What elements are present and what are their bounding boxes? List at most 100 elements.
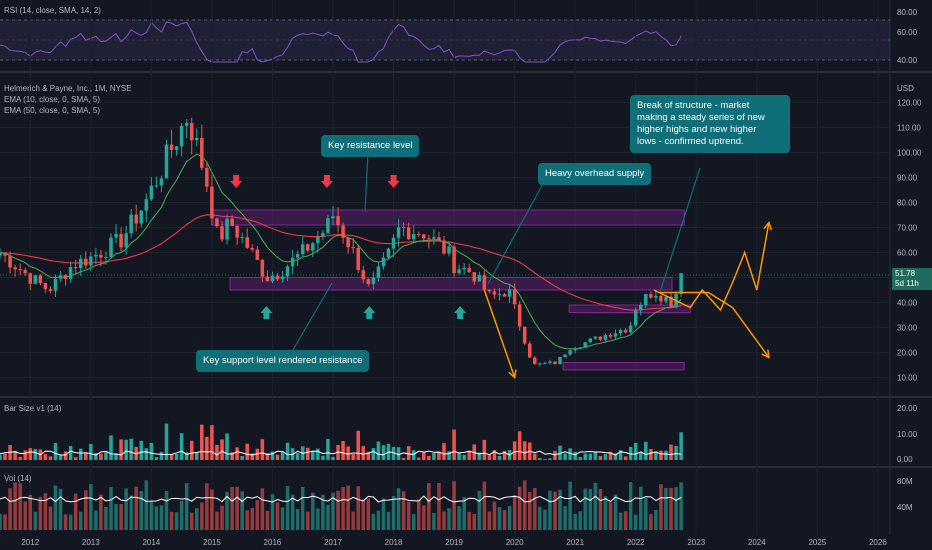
volume-bar xyxy=(351,511,355,530)
volume-bar xyxy=(270,494,275,530)
candle-body xyxy=(553,361,557,364)
volume-bar xyxy=(159,505,164,530)
volume-bar xyxy=(306,511,310,530)
barsize-bar xyxy=(416,457,421,460)
candle-body xyxy=(73,267,78,269)
price-tick-label: 80.00 xyxy=(897,199,918,208)
candle-body xyxy=(159,178,164,186)
zone-lower-support xyxy=(568,304,691,313)
volume-bar xyxy=(512,494,517,530)
volume-bar xyxy=(250,507,255,530)
last-price-tag: 51.78 5d 11h xyxy=(892,268,932,290)
volume-bar xyxy=(522,480,527,530)
volume-bar xyxy=(189,512,194,530)
volume-bar xyxy=(628,482,633,530)
barsize-bar xyxy=(129,438,133,460)
barsize-bar xyxy=(235,447,239,460)
volume-bar xyxy=(230,487,234,530)
volume-bar xyxy=(467,511,471,530)
barsize-bar xyxy=(225,433,229,460)
barsize-bar xyxy=(189,440,194,460)
volume-bar xyxy=(200,502,204,530)
barsize-bar xyxy=(442,443,446,460)
barsize-bar xyxy=(492,450,497,460)
volume-bar xyxy=(442,511,446,530)
volume-bar xyxy=(285,486,290,530)
barsize-average-line xyxy=(0,450,682,456)
volume-bar xyxy=(164,490,169,530)
volume-bar xyxy=(154,506,159,530)
volume-bar xyxy=(416,499,421,530)
barsize-bar xyxy=(3,453,7,460)
callout-line-resistance xyxy=(364,151,369,213)
callout-break-of-structure[interactable]: Break of structure - market making a ste… xyxy=(630,95,790,153)
candle-body xyxy=(356,247,360,271)
barsize-bar xyxy=(512,441,517,460)
volume-bar xyxy=(321,494,325,530)
volume-bar xyxy=(674,487,678,530)
volume-bar xyxy=(331,492,335,530)
barsize-bar xyxy=(260,439,265,460)
barsize-bar xyxy=(285,442,290,460)
callout-overhead-supply[interactable]: Heavy overhead supply xyxy=(538,163,652,185)
volume-bar xyxy=(497,507,502,530)
volume-bar xyxy=(588,488,593,530)
candle-body xyxy=(366,279,371,284)
arrow-up-icon xyxy=(363,306,376,319)
barsize-title[interactable]: Bar Size v1 (14) xyxy=(4,404,62,413)
callout-key-support[interactable]: Key support level rendered resistance xyxy=(196,350,370,372)
rsi-title[interactable]: RSI (14, close, SMA, 14, 2) xyxy=(4,6,101,15)
volume-bar xyxy=(583,488,588,530)
candle-body xyxy=(275,275,280,280)
barsize-bar xyxy=(210,425,214,460)
candle-body xyxy=(457,269,461,274)
candle-body xyxy=(538,363,542,365)
time-axis[interactable]: 2012 2013 2014 2015 2016 2017 2018 2019 2020 2021… xyxy=(21,538,887,547)
ema-10-legend[interactable]: EMA (10, close, 0, SMA, 5) xyxy=(4,95,101,104)
volume-bar xyxy=(18,483,22,530)
barsize-bar xyxy=(149,442,154,460)
candle-body xyxy=(321,232,325,237)
ema-50-legend[interactable]: EMA (50, close, 0, SMA, 5) xyxy=(4,106,101,115)
volume-bar xyxy=(210,489,214,530)
barsize-bar xyxy=(558,445,562,460)
barsize-bar xyxy=(58,455,63,460)
candle-body xyxy=(638,305,643,311)
barsize-bar xyxy=(563,453,567,460)
barsize-bar xyxy=(553,450,557,460)
candle-body xyxy=(18,269,22,271)
candle-body xyxy=(437,237,441,241)
volume-title[interactable]: Vol (14) xyxy=(4,474,32,483)
candle-body xyxy=(482,275,487,290)
candle-body xyxy=(391,237,396,249)
candle-body xyxy=(78,258,83,269)
volume-bar xyxy=(492,501,497,530)
projections xyxy=(483,220,773,379)
candle-body xyxy=(522,326,527,344)
barsize-bar xyxy=(220,439,224,460)
barsize-bar xyxy=(452,429,456,460)
barsize-bar xyxy=(169,454,174,460)
barsize-bar xyxy=(306,447,310,460)
time-tick-label: 2016 xyxy=(264,538,282,547)
candle-body xyxy=(573,348,577,351)
volume-bar xyxy=(527,491,532,530)
barsize-bar xyxy=(502,450,507,460)
barsize-bar xyxy=(533,453,537,460)
volume-bar xyxy=(664,487,668,530)
volume-bar xyxy=(386,511,391,530)
projection-path xyxy=(659,291,770,358)
candle-body xyxy=(99,254,103,258)
time-tick-label: 2024 xyxy=(748,538,766,547)
barsize-bar xyxy=(43,454,48,460)
callout-lines xyxy=(289,151,701,356)
candle-body xyxy=(477,275,482,282)
callout-key-resistance[interactable]: Key resistance level xyxy=(321,135,420,157)
volume-bar xyxy=(84,490,88,530)
symbol-title[interactable]: Helmerich & Payne, Inc., 1M, NYSE xyxy=(4,84,132,93)
volume-bar xyxy=(538,506,542,530)
candle-body xyxy=(28,273,33,284)
candle-body xyxy=(502,294,507,297)
barsize-bar xyxy=(366,451,371,460)
